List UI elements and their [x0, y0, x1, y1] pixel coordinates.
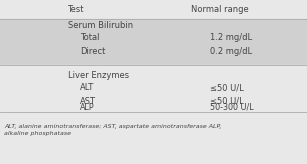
Bar — [0, 19, 307, 65]
Text: Direct: Direct — [80, 47, 105, 55]
Text: ≤50 U/L: ≤50 U/L — [210, 96, 244, 105]
Bar — [0, 65, 307, 112]
Text: Test: Test — [67, 4, 83, 13]
Text: Normal range: Normal range — [191, 4, 249, 13]
Text: ≤50 U/L: ≤50 U/L — [210, 83, 244, 92]
Bar — [0, 112, 307, 164]
Text: 50-300 U/L: 50-300 U/L — [210, 102, 254, 112]
Text: AST: AST — [80, 96, 96, 105]
Text: Serum Bilirubin: Serum Bilirubin — [68, 20, 133, 30]
Text: ALT, alanine aminotransferase; AST, aspartate aminotransferase ALP,
alkaline pho: ALT, alanine aminotransferase; AST, aspa… — [4, 124, 221, 136]
Text: Total: Total — [80, 33, 99, 42]
Bar — [0, 0, 307, 18]
Text: 0.2 mg/dL: 0.2 mg/dL — [210, 47, 252, 55]
Text: 1.2 mg/dL: 1.2 mg/dL — [210, 33, 252, 42]
Text: ALT: ALT — [80, 83, 94, 92]
Text: Liver Enzymes: Liver Enzymes — [68, 71, 129, 80]
Text: ALP: ALP — [80, 102, 95, 112]
